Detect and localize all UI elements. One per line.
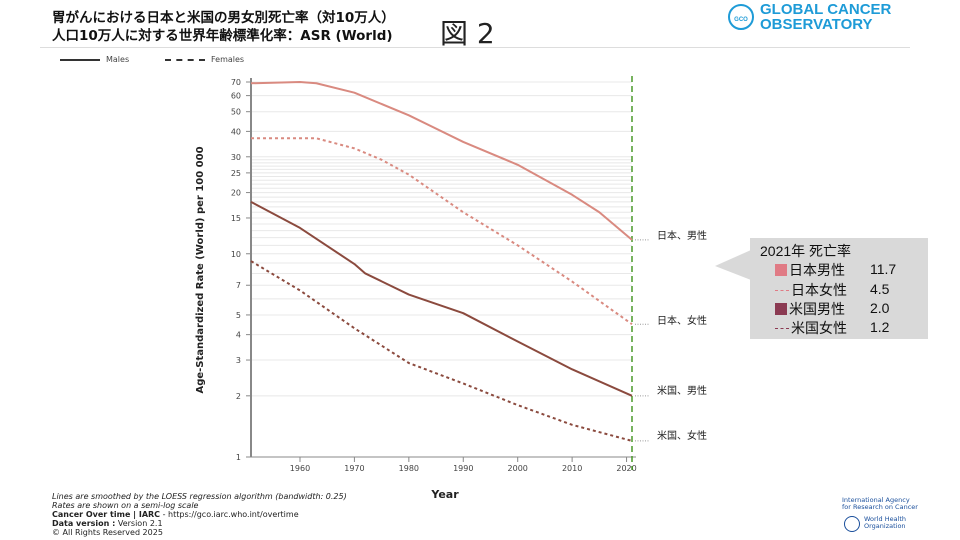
x-tick-label: 2020 — [616, 464, 636, 473]
y-tick-label: 40 — [231, 127, 241, 136]
series-line-3 — [250, 260, 633, 442]
y-tick-label: 5 — [236, 311, 241, 320]
series-label-japan-male: 日本、男性 — [657, 231, 707, 242]
y-tick-label: 25 — [231, 169, 241, 178]
partner-logos: International Agency for Research on Canc… — [842, 496, 918, 532]
x-tick-label: 1980 — [399, 464, 419, 473]
callout-pointer — [715, 250, 751, 280]
series-label-japan-female: 日本、女性 — [657, 316, 707, 327]
series-line-2 — [250, 200, 633, 397]
logo-line-2: OBSERVATORY — [760, 16, 873, 33]
title-line-1: 胃がんにおける日本と米国の男女別死亡率（対10万人） — [52, 10, 395, 26]
y-tick-label: 1 — [236, 453, 241, 462]
telescope-icon: GCO — [728, 4, 754, 30]
callout-value: 11.7 — [870, 261, 897, 277]
x-tick-label: 2010 — [562, 464, 582, 473]
who-emblem-icon — [844, 516, 860, 532]
callout-value: 2.0 — [870, 300, 890, 316]
x-tick-label: 1960 — [290, 464, 310, 473]
legend-females: Females — [165, 55, 244, 64]
x-axis-label: Year — [430, 488, 459, 501]
series-line-1 — [251, 137, 633, 326]
series-line-0 — [250, 81, 633, 241]
callout-value: 1.2 — [870, 319, 890, 335]
callout-value: 4.5 — [870, 281, 890, 297]
callout-title: 2021年 死亡率 — [760, 243, 852, 259]
x-tick-label: 1990 — [453, 464, 473, 473]
dash-icon — [775, 289, 789, 291]
series-label-us-male: 米国、男性 — [657, 386, 707, 397]
y-tick-label: 70 — [231, 78, 241, 87]
y-tick-label: 7 — [236, 281, 241, 290]
gco-logo: GCO GLOBAL CANCER OBSERVATORY — [728, 2, 891, 32]
y-tick-label: 4 — [236, 331, 241, 340]
callout-box: 2021年 死亡率 日本男性 11.7 日本女性 4.5 米国男性 2.0 米国女性 1… — [750, 238, 928, 339]
dash-icon — [775, 327, 789, 329]
series-label-us-female: 米国、女性 — [657, 431, 707, 442]
divider — [40, 47, 910, 48]
y-tick-label: 10 — [231, 250, 241, 259]
x-tick-label: 2000 — [508, 464, 528, 473]
y-tick-label: 30 — [231, 153, 241, 162]
x-tick-label: 1970 — [344, 464, 364, 473]
y-tick-label: 60 — [231, 92, 241, 101]
y-tick-label: 3 — [236, 356, 241, 365]
callout-row: 米国男性 — [775, 299, 845, 319]
callout-row: 日本女性 — [775, 280, 847, 300]
y-axis-label: Age-Standardized Rate (World) per 100 00… — [195, 146, 206, 393]
callout-row: 米国女性 — [775, 318, 847, 338]
swatch-icon — [775, 303, 787, 315]
y-tick-label: 20 — [231, 189, 241, 198]
y-tick-label: 15 — [231, 214, 241, 223]
callout-row: 日本男性 — [775, 260, 845, 280]
logo-line-1: GLOBAL CANCER — [760, 1, 892, 18]
title-line-2: 人口10万人に対する世界年齢標準化率：ASR (World) — [52, 28, 393, 44]
figure-label: 図 2 — [440, 17, 495, 50]
legend-males: Males — [60, 55, 129, 64]
y-tick-label: 2 — [236, 392, 241, 401]
swatch-icon — [775, 264, 787, 276]
y-tick-label: 50 — [231, 108, 241, 117]
footer-notes: Lines are smoothed by the LOESS regressi… — [52, 492, 347, 537]
